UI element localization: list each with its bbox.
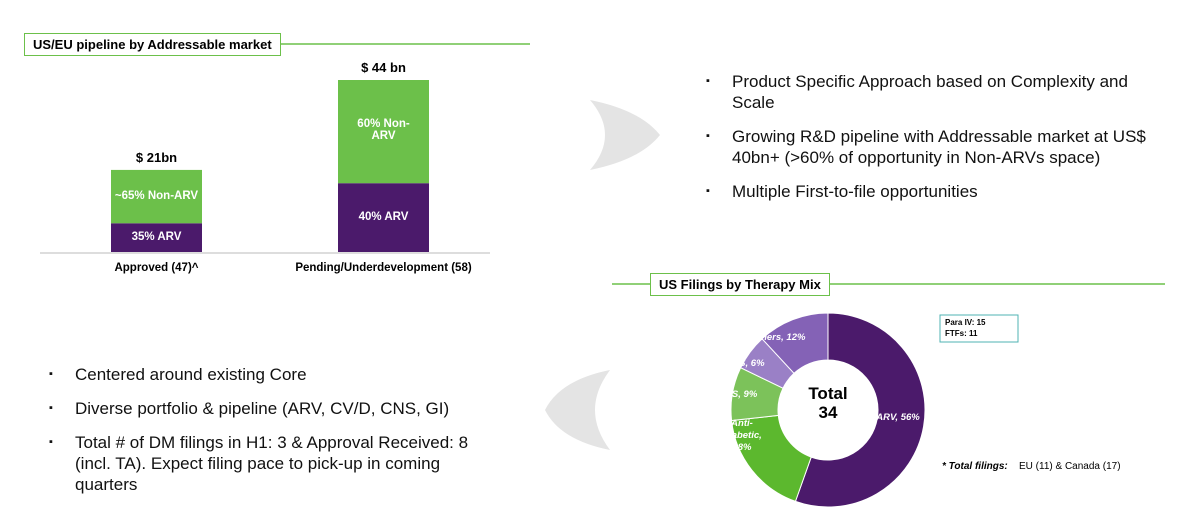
info-text: Para IV: 15 [945, 318, 986, 327]
info-text: FTFs: 11 [945, 329, 978, 338]
bullet-marker: ▪ [706, 75, 710, 87]
segment-label: 35% ARV [131, 230, 182, 243]
section-title: US Filings by Therapy Mix [650, 273, 830, 296]
bullet-marker: ▪ [49, 402, 53, 414]
donut-slice [761, 312, 829, 375]
bullet-marker: ▪ [49, 436, 53, 448]
slice-label: Anti- Diabetic, 18% [722, 418, 762, 453]
slice-label: ARV, 56% [876, 412, 920, 423]
x-tick-label: Approved (47)^ [114, 262, 199, 274]
donut-center-total: 34 [818, 403, 838, 422]
bullet-marker: ▪ [49, 368, 53, 380]
donut-slice [794, 312, 926, 508]
slice-label: CNS, 6% [725, 358, 765, 369]
bullet-item: Centered around existing Core ▪ [49, 365, 307, 384]
bar-segment [338, 183, 429, 252]
bar-segment [338, 80, 429, 184]
segment-label: 60% Non-ARV [357, 117, 410, 142]
slice-label: CVS, 9% [718, 389, 758, 400]
bar-segment [111, 169, 202, 224]
section-title: US/EU pipeline by Addressable market [24, 33, 281, 56]
bullet-item: Multiple First-to-file opportunities ▪ [706, 182, 978, 201]
bullet-marker: ▪ [706, 185, 710, 197]
slice-label: Others, 12% [750, 332, 806, 343]
x-tick-label: Pending/Underdevelopment (58) [295, 262, 472, 274]
bullet-item: Total # of DM filings in H1: 3 & Approva… [49, 433, 469, 494]
segment-label: 40% ARV [358, 210, 409, 223]
bar-segment [111, 223, 202, 252]
bullet-item: Diverse portfolio & pipeline (ARV, CV/D,… [49, 399, 450, 418]
bar-total-label: $ 21bn [135, 149, 178, 165]
note-lead: * Total filings: [942, 461, 1008, 472]
info-box [939, 314, 1019, 343]
donut-center-label: Total [808, 384, 848, 403]
segment-label: ~65% Non-ARV [114, 189, 199, 202]
bullet-item: Product Specific Approach based on Compl… [706, 72, 1128, 112]
bullet-item: Growing R&D pipeline with Addressable ma… [706, 127, 1146, 167]
chevron [545, 370, 610, 450]
note-text: EU (11) & Canada (17) [1019, 461, 1121, 472]
bar-total-label: $ 44 bn [361, 60, 406, 75]
bullet-marker: ▪ [706, 130, 710, 142]
chevron [590, 100, 660, 170]
